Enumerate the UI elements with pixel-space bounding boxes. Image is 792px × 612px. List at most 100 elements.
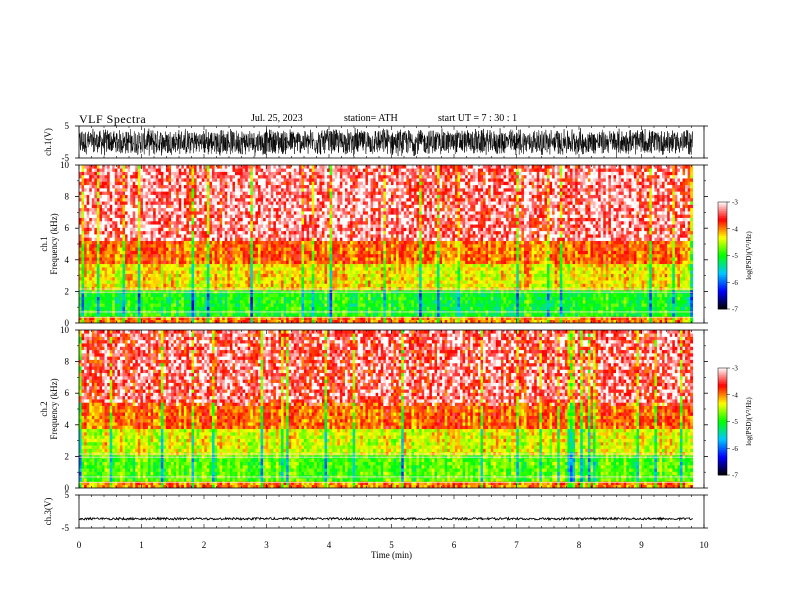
spectrogram-1-cell bbox=[232, 280, 236, 284]
spectrogram-1-cell bbox=[81, 220, 85, 225]
spectrogram-1-cell bbox=[96, 220, 100, 225]
spectrogram-1-cell bbox=[158, 296, 162, 301]
spectrogram-1-cell bbox=[132, 306, 136, 311]
spectrogram-1-cell bbox=[281, 296, 284, 301]
spectrogram-1-cell bbox=[332, 214, 336, 218]
spectrogram-1-cell bbox=[191, 273, 195, 278]
spectrogram-1-cell bbox=[255, 171, 259, 176]
spectrogram-1-cell bbox=[117, 263, 121, 268]
spectrogram-1-cell bbox=[199, 240, 203, 245]
spectrogram-1-cell bbox=[332, 303, 336, 307]
spectrogram-1-cell bbox=[86, 194, 90, 199]
spectrogram-1-cell bbox=[137, 306, 141, 311]
spectrogram-1-cell bbox=[232, 201, 236, 205]
spectrogram-1-cell bbox=[153, 247, 157, 251]
spectrogram-1-cell bbox=[107, 197, 110, 202]
spectrogram-1-cell bbox=[176, 178, 180, 182]
spectrogram-1-cell bbox=[140, 244, 144, 248]
spectrogram-1-cell bbox=[304, 165, 307, 169]
spectrogram-1-cell bbox=[104, 168, 108, 172]
spectrogram-1-cell bbox=[206, 280, 210, 284]
spectrogram-1-cell bbox=[114, 263, 118, 268]
spectrogram-1-cell bbox=[211, 168, 215, 172]
spectrogram-1-cell bbox=[91, 194, 95, 199]
spectrogram-1-cell bbox=[117, 204, 121, 209]
spectrogram-1-cell bbox=[309, 224, 313, 228]
spectrogram-1-cell bbox=[237, 224, 241, 228]
spectrogram-1-cell bbox=[247, 303, 251, 307]
spectrogram-1-cell bbox=[255, 283, 259, 288]
spectrogram-1-cell bbox=[201, 168, 205, 172]
spectrogram-1-cell bbox=[135, 319, 139, 323]
spectrogram-1-cell bbox=[304, 286, 307, 291]
spectrogram-1-cell bbox=[150, 299, 154, 304]
spectrogram-1-cell bbox=[209, 319, 213, 323]
spectrogram-1-cell bbox=[275, 178, 279, 182]
spectrogram-1-cell bbox=[275, 234, 279, 238]
spectrogram-1-cell bbox=[201, 178, 205, 182]
spectrogram-1-cell bbox=[102, 204, 105, 209]
spectrogram-1-cell bbox=[296, 253, 300, 258]
spectrogram-1-cell bbox=[217, 174, 220, 179]
spectrogram-1-cell bbox=[293, 214, 297, 218]
spectrogram-1-cell bbox=[112, 313, 116, 317]
spectrogram-1-cell bbox=[283, 171, 287, 176]
spectrogram-1-cell bbox=[176, 280, 180, 284]
spectrogram-1-cell bbox=[311, 204, 315, 209]
spectrogram-1-cell bbox=[145, 214, 149, 218]
spectrogram-1-cell bbox=[291, 296, 295, 301]
spectrogram-1-cell bbox=[314, 293, 318, 297]
spectrogram-1-cell bbox=[229, 178, 233, 182]
spectrogram-1-cell bbox=[306, 217, 310, 222]
spectrogram-1-cell bbox=[278, 306, 282, 311]
spectrogram-1-cell bbox=[278, 240, 282, 245]
spectrogram-1-cell bbox=[206, 273, 210, 278]
spectrogram-1-cell bbox=[204, 283, 208, 288]
spectrogram-1-cell bbox=[132, 234, 136, 238]
spectrogram-1-cell bbox=[278, 270, 282, 274]
spectrogram-1-cell bbox=[153, 303, 157, 307]
spectrogram-1-cell bbox=[268, 211, 272, 215]
spectrogram-1-cell bbox=[311, 197, 315, 202]
spectrogram-1-cell bbox=[334, 253, 338, 258]
spectrogram-1-cell bbox=[324, 224, 328, 228]
spectrogram-1-cell bbox=[247, 171, 251, 176]
spectrogram-1-cell bbox=[194, 197, 197, 202]
spectrogram-1-cell bbox=[211, 244, 215, 248]
spectrogram-1-cell bbox=[252, 220, 256, 225]
spectrogram-1-cell bbox=[89, 250, 93, 255]
spectrogram-1-cell bbox=[188, 220, 192, 225]
spectrogram-1-cell bbox=[91, 240, 95, 245]
spectrogram-1-cell bbox=[188, 286, 192, 291]
spectrogram-1-cell bbox=[270, 234, 274, 238]
spectrogram-1-cell bbox=[275, 240, 279, 245]
spectrogram-1-cell bbox=[229, 247, 233, 251]
spectrogram-1-cell bbox=[140, 273, 144, 278]
spectrogram-1-cell bbox=[332, 188, 336, 192]
spectrogram-1-cell bbox=[148, 293, 151, 297]
spectrogram-1-cell bbox=[122, 237, 126, 242]
spectrogram-1-cell bbox=[311, 306, 315, 311]
spectrogram-1-cell bbox=[176, 188, 180, 192]
spectrogram-1-cell bbox=[252, 303, 256, 307]
spectrogram-1-cell bbox=[296, 165, 300, 169]
spectrogram-1-cell bbox=[311, 303, 315, 307]
spectrogram-1-cell bbox=[142, 237, 146, 242]
spectrogram-1-cell bbox=[199, 191, 203, 195]
spectrogram-1-cell bbox=[117, 316, 121, 321]
spectrogram-1-cell bbox=[211, 286, 215, 291]
spectrogram-1-cell bbox=[270, 286, 274, 291]
spectrogram-1-cell bbox=[209, 299, 213, 304]
spectrogram-1-cell bbox=[99, 313, 103, 317]
spectrogram-1-cell bbox=[334, 237, 338, 242]
spectrogram-1-cell bbox=[245, 267, 249, 271]
spectrogram-1-cell bbox=[281, 293, 284, 297]
spectrogram-1-cell bbox=[173, 257, 177, 261]
spectrogram-1-cell bbox=[301, 319, 305, 323]
spectrogram-1-cell bbox=[178, 234, 182, 238]
spectrogram-1-cell bbox=[199, 296, 203, 301]
spectrogram-1-cell bbox=[102, 207, 105, 212]
spectrogram-1-cell bbox=[114, 273, 118, 278]
spectrogram-1-cell bbox=[104, 184, 108, 189]
spectrogram-1-cell bbox=[160, 237, 164, 242]
